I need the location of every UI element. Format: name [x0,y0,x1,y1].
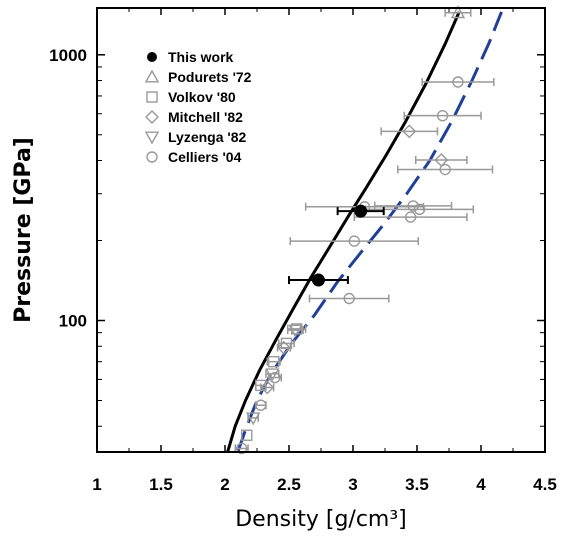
legend-entry: Celliers '04 [146,149,242,165]
legend: This work Podurets '72 Volkov '80 Mitchell … [144,49,252,165]
plot-frame [96,7,546,453]
legend-entry: Mitchell '82 [145,109,243,125]
x-tick-label: 3.5 [405,475,429,494]
legend-entry: Podurets '72 [144,69,252,85]
legend-marker [144,131,160,145]
legend-entry: Volkov '80 [146,89,236,105]
legend-label: Mitchell '82 [168,109,243,125]
data-points [234,5,495,455]
y-tick-label: 1000 [49,46,87,65]
axes: 1 1.5 2 2.5 3 3.5 4 4.5 100 1000 [49,7,557,494]
y-axis-title: Pressure [GPa] [11,137,36,323]
series-open-circle [234,76,495,455]
series-filled-circle [288,204,385,287]
model-curve-solid [226,11,461,452]
legend-marker [144,69,160,83]
y-tick-label: 100 [59,312,87,331]
data-point [402,124,417,139]
legend-marker [147,52,157,62]
x-axis-title: Density [g/cm³] [235,507,407,532]
legend-label: Volkov '80 [168,89,236,105]
data-point [452,76,464,88]
data-point [269,371,281,384]
data-point [407,200,419,212]
data-point [265,368,280,382]
data-point [348,235,360,247]
legend-label: Lyzenga '82 [168,129,246,145]
x-tick-label: 4 [476,475,486,494]
data-point [267,355,280,368]
data-point [241,429,253,441]
data-point [450,5,466,19]
x-tick-label: 2 [220,475,229,494]
series-triangle-up [444,5,472,19]
series-diamond [260,124,468,395]
model-curves [226,11,503,452]
x-tick-label: 1 [92,475,101,494]
legend-label: Podurets '72 [168,69,252,85]
legend-label: This work [168,49,234,65]
data-point [288,324,303,338]
data-point [354,204,368,218]
legend-marker [146,151,158,163]
legend-label: Celliers '04 [168,149,242,165]
data-point [311,273,325,287]
x-tick-label: 4.5 [533,475,557,494]
legend-entry: Lyzenga '82 [144,129,246,145]
data-point [245,412,261,426]
data-point [404,211,417,223]
x-tick-label: 2.5 [277,475,301,494]
legend-marker [146,91,158,103]
data-point [276,340,291,355]
data-point [436,109,449,122]
legend-entry: This work [147,49,234,65]
x-tick-label: 3 [348,475,357,494]
data-point [255,399,267,411]
data-point [439,163,451,176]
data-point [235,442,248,455]
data-point [413,203,426,216]
x-tick-label: 1.5 [149,475,173,494]
model-curve-dashed [236,11,503,452]
data-point [260,380,275,395]
data-point [343,292,355,305]
legend-marker [145,110,159,124]
